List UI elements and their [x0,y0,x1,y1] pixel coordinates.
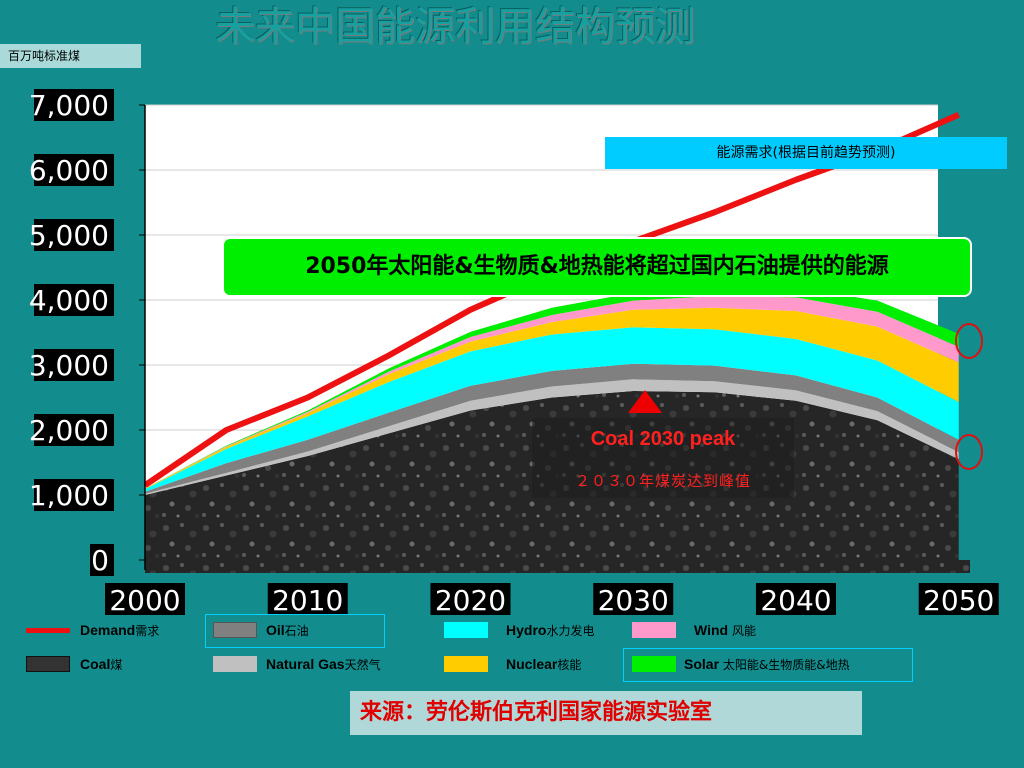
legend-demand: Demand需求 [80,622,160,638]
coal-peak-box [532,418,794,498]
y-tick-bg [90,544,114,576]
y-tick-bg [34,154,114,186]
coal-base-band [145,560,970,573]
solar-callout: 2050年太阳能&生物质&地热能将超过国内石油提供的能源 [222,237,972,297]
area-hydro [145,327,959,492]
legend-natural-gas: Natural Gas天然气 [266,656,381,672]
unit-label: 百万吨标准煤 [0,44,141,68]
legend-frame-solar [623,648,913,682]
legend-swatch-wind [632,622,676,638]
legend-wind: Wind 风能 [694,622,756,638]
y-tick-label: 5,000 [29,219,109,252]
y-tick-bg [34,89,114,121]
legend-nuclear: Nuclear核能 [506,656,582,672]
x-tick-label: 2020 [435,584,506,617]
y-tick-bg [34,219,114,251]
legend-oil: Oil石油 [266,622,309,638]
area-wind [145,296,959,489]
legend-swatch-nuclear [444,656,488,672]
highlight-circle-bottom [955,434,983,470]
y-tick-bg [34,284,114,316]
legend-coal: Coal煤 [80,656,123,672]
legend-swatch-coal [26,656,70,672]
x-tick-label: 2030 [598,584,669,617]
legend-swatch-solar [632,656,676,672]
y-tick-bg [34,349,114,381]
y-tick-label: 1,000 [29,479,109,512]
x-tick-bg [430,583,511,615]
y-tick-label: 0 [91,544,109,577]
y-tick-label: 2,000 [29,414,109,447]
legend-frame-oil [205,614,385,648]
demand-callout: 能源需求(根据目前趋势预测) [605,137,1007,169]
x-tick-bg [267,583,348,615]
page-title: 未来中国能源利用结构预测 [215,4,695,50]
x-tick-bg [918,583,999,615]
legend-solar: Solar 太阳能&生物质能&地热 [684,656,850,672]
legend-swatch-gas [213,656,257,672]
coal-peak-label: Coal 2030 peak [590,428,736,450]
peak-arrow [628,390,662,413]
legend-hydro: Hydro水力发电 [506,622,595,638]
x-tick-bg [105,583,185,615]
coal-peak-label-cn: ２０３０年煤炭达到峰值 [574,472,751,490]
y-tick-label: 4,000 [29,284,109,317]
source-note: 来源：劳伦斯伯克利国家能源实验室 [350,691,862,735]
y-tick-bg [34,414,114,446]
legend-swatch-hydro [444,622,488,638]
x-tick-label: 2010 [272,584,343,617]
y-tick-label: 7,000 [29,89,109,122]
legend-swatch-oil [213,622,257,638]
y-axis: 0 1,000 2,000 3,000 4,000 5,000 6,000 7,000 [29,89,146,577]
x-tick-label: 2000 [109,584,180,617]
x-tick-bg [755,583,836,615]
y-tick-label: 3,000 [29,349,109,382]
x-tick-label: 2040 [760,584,831,617]
x-tick-label: 2050 [923,584,994,617]
y-tick-label: 6,000 [29,154,109,187]
x-axis: 2000 2010 2020 2030 2040 2050 [105,583,999,617]
x-tick-bg [593,583,674,615]
legend-swatch-demand [26,628,70,633]
area-solar [145,287,959,489]
highlight-circle-top [955,323,983,359]
y-tick-bg [34,479,114,511]
